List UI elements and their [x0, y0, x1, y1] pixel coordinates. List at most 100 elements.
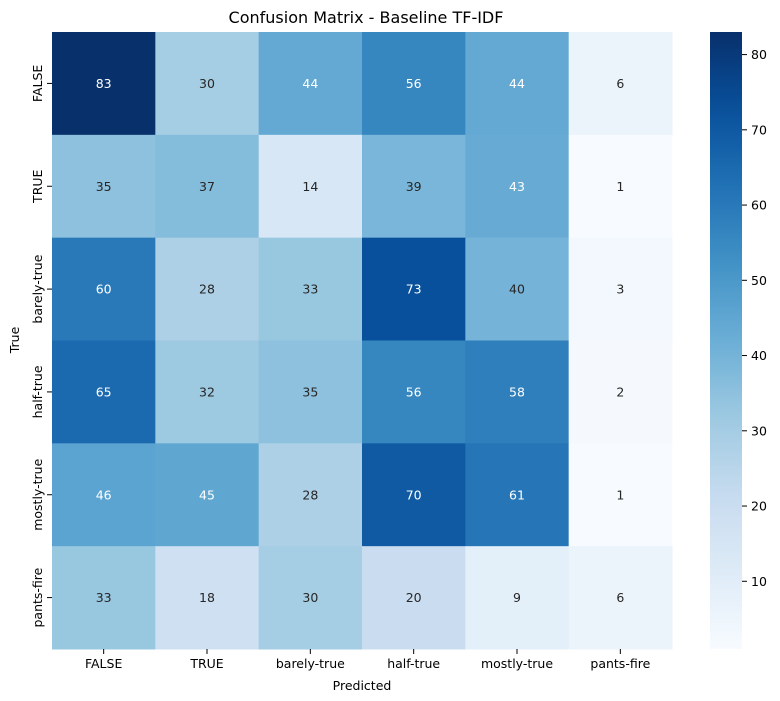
- cell-value-label: 9: [513, 590, 521, 605]
- cell-value-label: 6: [616, 590, 624, 605]
- cell-value-label: 45: [199, 487, 215, 502]
- cell-value-label: 1: [616, 487, 624, 502]
- heatmap-cell: [362, 134, 466, 239]
- heatmap-cell: [258, 134, 363, 239]
- cell-value-label: 73: [406, 282, 422, 297]
- heatmap-cell: [362, 443, 466, 547]
- cell-value-label: 32: [199, 384, 215, 399]
- y-tick-label: TRUE: [30, 169, 45, 203]
- heatmap-cell: [568, 546, 673, 650]
- cell-value-label: 43: [509, 179, 525, 194]
- heatmap-cell: [362, 32, 466, 136]
- cell-value-label: 20: [406, 590, 422, 605]
- heatmap-cell: [362, 546, 466, 650]
- heatmap-cell: [465, 340, 570, 444]
- heatmap-cell: [465, 546, 570, 650]
- heatmap-cell: [362, 340, 466, 444]
- colorbar-tick-label: 30: [751, 423, 767, 438]
- cell-value-label: 35: [302, 384, 318, 399]
- y-tick-label: pants-fire: [30, 567, 45, 627]
- x-tick-label: barely-true: [276, 656, 345, 671]
- heatmap-cell: [52, 546, 156, 650]
- chart-title: Confusion Matrix - Baseline TF-IDF: [229, 8, 504, 27]
- colorbar-tick-label: 10: [751, 574, 767, 589]
- heatmap-cell: [568, 237, 673, 341]
- cell-value-label: 1: [616, 179, 624, 194]
- heatmap-cell: [568, 32, 673, 136]
- x-axis-ticks: FALSE TRUE barely-true half-true mostly-true…: [85, 649, 651, 671]
- heatmap-cell: [52, 340, 156, 444]
- cell-value-label: 65: [96, 384, 112, 399]
- y-tick-label: half-true: [30, 365, 45, 418]
- heatmap-cell: [258, 237, 363, 341]
- cell-value-label: 58: [509, 384, 525, 399]
- x-tick-label: half-true: [387, 656, 440, 671]
- cell-value-label: 14: [302, 179, 318, 194]
- colorbar-tick-label: 60: [751, 198, 767, 213]
- heatmap-cells: 83 30 44 56 44 6 35 37 14 39 43 1 60 28 33 73 40 3 65 32 35 5…: [52, 32, 673, 650]
- cell-value-label: 18: [199, 590, 215, 605]
- heatmap-cell: [52, 443, 156, 547]
- y-axis-label: True: [7, 326, 22, 354]
- cell-value-label: 28: [302, 487, 318, 502]
- colorbar: [710, 32, 742, 649]
- cell-value-label: 2: [616, 384, 624, 399]
- heatmap-cell: [465, 32, 570, 136]
- heatmap-cell: [52, 134, 156, 239]
- y-tick-label: FALSE: [30, 65, 45, 102]
- x-tick-label: mostly-true: [481, 656, 553, 671]
- heatmap-cell: [155, 32, 260, 136]
- y-axis-ticks: FALSE TRUE barely-true half-true mostly-true…: [30, 65, 52, 628]
- cell-value-label: 61: [509, 487, 525, 502]
- heatmap-cell: [258, 443, 363, 547]
- heatmap-cell: [568, 443, 673, 547]
- cell-value-label: 35: [96, 179, 112, 194]
- cell-value-label: 56: [406, 384, 422, 399]
- cell-value-label: 60: [96, 282, 112, 297]
- y-tick-label: barely-true: [30, 254, 45, 323]
- colorbar-tick-label: 70: [751, 122, 767, 137]
- colorbar-ticks: 10 20 30 40 50 60 70 80: [742, 47, 767, 589]
- cell-value-label: 44: [302, 76, 318, 91]
- x-tick-label: pants-fire: [590, 656, 650, 671]
- cell-value-label: 40: [509, 282, 525, 297]
- colorbar-tick-label: 80: [751, 47, 767, 62]
- heatmap-cell: [258, 32, 363, 136]
- cell-value-label: 6: [616, 76, 624, 91]
- heatmap-cell: [568, 134, 673, 239]
- cell-value-label: 33: [302, 282, 318, 297]
- heatmap-cell: [258, 340, 363, 444]
- cell-value-label: 44: [509, 76, 525, 91]
- cell-value-label: 83: [96, 76, 112, 91]
- heatmap-cell: [155, 237, 260, 341]
- cell-value-label: 28: [199, 282, 215, 297]
- y-tick-label: mostly-true: [30, 458, 45, 530]
- x-tick-label: TRUE: [189, 656, 223, 671]
- cell-value-label: 39: [406, 179, 422, 194]
- heatmap-cell: [465, 134, 570, 239]
- heatmap-cell: [155, 443, 260, 547]
- x-axis-label: Predicted: [333, 678, 392, 693]
- cell-value-label: 70: [406, 487, 422, 502]
- heatmap-cell: [155, 546, 260, 650]
- heatmap-cell: [258, 546, 363, 650]
- heatmap-cell: [568, 340, 673, 444]
- heatmap-cell: [155, 134, 260, 239]
- colorbar-tick-label: 20: [751, 499, 767, 514]
- cell-value-label: 56: [406, 76, 422, 91]
- heatmap-cell: [52, 32, 156, 136]
- cell-value-label: 37: [199, 179, 215, 194]
- heatmap-cell: [362, 237, 466, 341]
- heatmap-cell: [465, 237, 570, 341]
- heatmap-cell: [52, 237, 156, 341]
- cell-value-label: 46: [96, 487, 112, 502]
- cell-value-label: 30: [302, 590, 318, 605]
- colorbar-tick-label: 50: [751, 273, 767, 288]
- cell-value-label: 30: [199, 76, 215, 91]
- heatmap-cell: [465, 443, 570, 547]
- colorbar-tick-label: 40: [751, 348, 767, 363]
- cell-value-label: 3: [616, 282, 624, 297]
- cell-value-label: 33: [96, 590, 112, 605]
- heatmap-cell: [155, 340, 260, 444]
